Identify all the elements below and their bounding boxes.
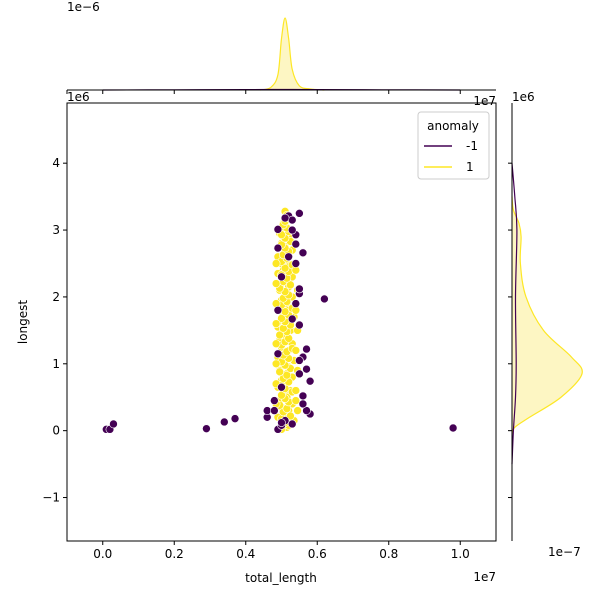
y-axis-label: longest — [16, 300, 30, 345]
x-tick-label: 0.4 — [236, 547, 255, 561]
right-marginal-ticks — [508, 162, 512, 499]
outlier-point — [295, 209, 304, 218]
x-tick-label: 1.0 — [451, 547, 470, 561]
outlier-point — [305, 376, 315, 386]
inlier-point — [280, 263, 290, 273]
inlier-point — [275, 367, 285, 377]
outlier-point — [220, 417, 229, 427]
inlier-point — [275, 330, 285, 340]
outlier-point — [277, 382, 286, 392]
inlier-point — [271, 359, 281, 369]
inlier-point — [282, 370, 292, 380]
right-marginal-panel: 1e6 1e−7 — [508, 90, 583, 559]
outlier-point — [298, 391, 308, 401]
inlier-point — [271, 319, 281, 328]
outlier-point — [291, 239, 301, 249]
x-tick-label: 0.2 — [165, 547, 184, 561]
inlier-point — [293, 406, 302, 415]
outlier-point — [295, 369, 304, 379]
inlier-point — [271, 339, 281, 349]
plot-frame — [66, 102, 497, 542]
outlier-point — [302, 364, 311, 374]
y-tick-label: 1 — [52, 357, 60, 371]
outlier-point — [109, 419, 118, 429]
outlier-point — [287, 215, 297, 225]
outlier-point — [202, 424, 211, 433]
inlier-point — [277, 314, 286, 323]
top-marginal-panel: 1e−6 1e7 — [66, 0, 496, 108]
inlier-point — [286, 411, 295, 421]
y-offset-label: 1e6 — [67, 90, 90, 104]
outlier-point — [284, 252, 293, 262]
outlier-point — [448, 423, 458, 433]
legend-label-neg: -1 — [466, 139, 478, 153]
outlier-point — [273, 305, 283, 315]
outlier-point — [277, 418, 286, 427]
outlier-point — [302, 406, 311, 415]
legend-title: anomaly — [427, 119, 479, 133]
right-kde-line-pos — [511, 196, 583, 435]
main-panel: 0.0 0.2 0.4 0.6 0.8 1.0 −1 0 1 2 3 4 1e6 1e7 total… — [16, 90, 497, 585]
outlier-point — [302, 344, 311, 354]
outlier-point — [287, 225, 297, 235]
legend: anomaly -1 1 — [417, 111, 490, 180]
right-kde-line-neg — [511, 163, 518, 465]
x-offset-label: 1e7 — [473, 570, 496, 584]
outlier-point — [295, 320, 304, 330]
x-tick-label: 0.6 — [308, 547, 327, 561]
inlier-point — [291, 386, 301, 395]
right-kde-fill-pos — [512, 196, 583, 435]
outlier-point — [270, 396, 279, 405]
y-tick-label: −1 — [42, 491, 60, 505]
top-marginal-kde — [102, 17, 461, 91]
outlier-point — [277, 272, 286, 282]
outlier-point — [230, 414, 240, 423]
x-axis-label: total_length — [245, 571, 317, 585]
inlier-point — [271, 279, 281, 288]
outlier-point — [295, 356, 304, 365]
y-tick-label: 0 — [52, 424, 60, 438]
outlier-point — [295, 284, 304, 294]
right-marginal-offset-label: 1e6 — [512, 90, 535, 104]
inlier-point — [291, 396, 301, 405]
y-axis-ticks: −1 0 1 2 3 4 — [42, 156, 67, 505]
top-marginal-ticks — [66, 90, 461, 94]
outlier-point — [298, 248, 308, 258]
y-tick-label: 3 — [52, 223, 60, 237]
outlier-point — [298, 399, 308, 409]
outlier-point — [280, 213, 290, 223]
outlier-point — [262, 406, 272, 415]
outlier-point — [273, 225, 283, 234]
inlier-point — [271, 259, 281, 268]
outlier-point — [291, 299, 301, 308]
inlier-point — [286, 280, 295, 290]
inlier-point — [291, 346, 301, 355]
y-tick-label: 2 — [52, 290, 60, 304]
outlier-point — [273, 349, 283, 359]
outlier-point — [273, 243, 283, 253]
top-marginal-offset-label: 1e−6 — [67, 0, 100, 14]
outlier-point — [270, 406, 279, 415]
top-kde-fill-pos — [260, 18, 325, 90]
legend-label-pos: 1 — [466, 160, 474, 174]
outlier-point — [320, 294, 329, 304]
y-tick-label: 4 — [52, 156, 60, 170]
legend-frame — [417, 111, 490, 180]
outlier-point — [287, 314, 297, 324]
outlier-point — [287, 419, 297, 429]
right-marginal-kde — [511, 163, 583, 465]
top-kde-line-pos — [259, 17, 325, 91]
x-axis-ticks: 0.0 0.2 0.4 0.6 0.8 1.0 — [93, 541, 470, 561]
right-marginal-x-offset-label: 1e−7 — [548, 545, 581, 559]
x-tick-label: 0.0 — [93, 547, 112, 561]
top-marginal-x-offset-label: 1e7 — [473, 94, 496, 108]
scatter-points — [102, 207, 458, 434]
outlier-point — [291, 259, 301, 268]
x-tick-label: 0.8 — [379, 547, 398, 561]
